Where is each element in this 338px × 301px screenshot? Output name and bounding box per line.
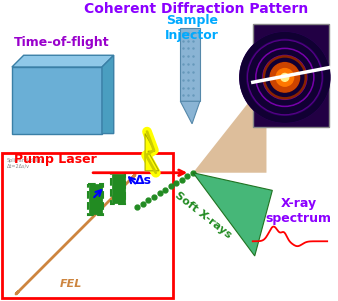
Circle shape [256, 48, 314, 107]
Text: Time-of-flight: Time-of-flight [14, 36, 110, 49]
Circle shape [240, 32, 330, 123]
Bar [90, 185, 101, 213]
Polygon shape [12, 55, 114, 67]
Text: Coherent Diffraction Pattern: Coherent Diffraction Pattern [84, 2, 308, 16]
Text: Δs: Δs [135, 174, 152, 187]
Bar [113, 175, 123, 202]
Circle shape [281, 73, 289, 81]
Bar [12, 67, 102, 134]
Bar [253, 24, 329, 127]
Bar [2, 153, 173, 298]
Polygon shape [180, 101, 200, 124]
Bar [180, 28, 200, 101]
Circle shape [248, 40, 322, 115]
Circle shape [263, 56, 306, 99]
Polygon shape [145, 134, 159, 171]
Text: FEL: FEL [59, 279, 82, 289]
Polygon shape [193, 173, 272, 256]
Circle shape [276, 69, 294, 86]
Text: Soft X-rays: Soft X-rays [173, 190, 234, 240]
Circle shape [270, 63, 299, 92]
Bar [111, 173, 125, 204]
Text: X-ray
spectrum: X-ray spectrum [266, 197, 332, 225]
Text: Split-and-delay
Δt=2Δs/v: Split-and-delay Δt=2Δs/v [7, 158, 44, 169]
Text: Sample
Injector: Sample Injector [165, 14, 219, 42]
Text: Pump Laser: Pump Laser [14, 153, 97, 166]
Polygon shape [193, 80, 266, 173]
Bar [88, 184, 103, 215]
Polygon shape [102, 55, 114, 134]
